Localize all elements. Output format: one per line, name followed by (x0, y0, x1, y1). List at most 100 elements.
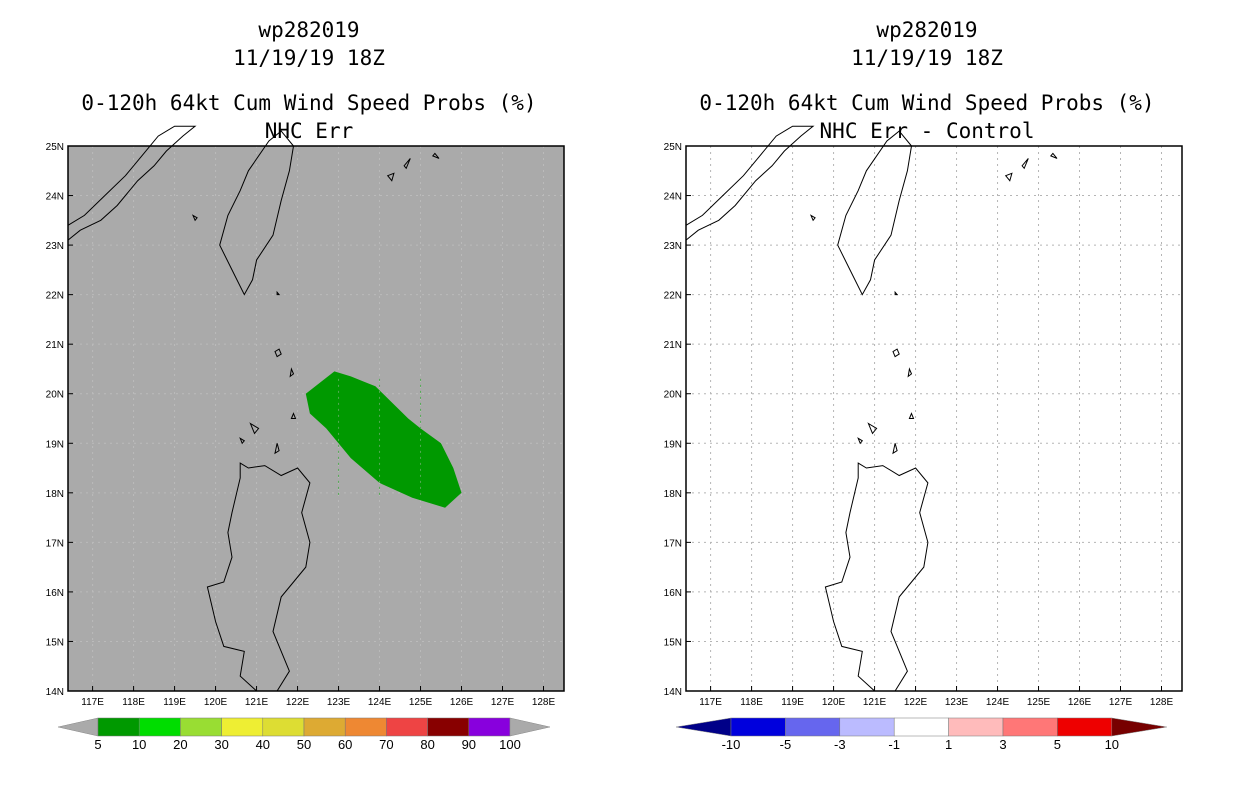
island-outline (249, 422, 260, 435)
lon-label: 124E (368, 697, 392, 708)
lat-label: 18N (664, 489, 682, 500)
right-colorbar: -10 -5 -3 -1 1 3 5 10 (675, 717, 1167, 752)
island-outline (809, 214, 816, 222)
colorbar-segment (730, 717, 786, 737)
colorbar-segment (893, 717, 949, 737)
island-outline (191, 214, 198, 222)
lon-label: 128E (532, 697, 556, 708)
left-axes: 25N 24N 23N 22N 21N 20N 19N 18N 17N 16N 15N 14N 117E… (46, 142, 565, 708)
luzon-outline (824, 462, 929, 692)
colorbar-label: -1 (888, 737, 900, 752)
island-outline (894, 290, 899, 296)
lat-label: 16N (46, 588, 64, 599)
lat-label: 14N (664, 687, 682, 698)
datetime: 11/19/19 18Z (851, 46, 1003, 70)
lat-label: 21N (664, 340, 682, 351)
lon-label: 119E (163, 697, 186, 708)
lat-label: 18N (46, 489, 64, 500)
lat-label: 20N (664, 390, 682, 401)
island-outline (1049, 152, 1058, 159)
colorbar-low-arrow (675, 717, 732, 737)
colorbar-label: -3 (834, 737, 846, 752)
island-outline (431, 152, 440, 159)
china-coastline (67, 125, 197, 241)
colorbar-label: 20 (173, 737, 187, 752)
lon-label: 119E (781, 697, 804, 708)
lon-label: 117E (81, 697, 104, 708)
lon-label: 121E (245, 697, 269, 708)
lon-label: 120E (204, 697, 228, 708)
colorbar-label: 5 (94, 737, 101, 752)
colorbar-label: 10 (132, 737, 146, 752)
lon-label: 125E (1027, 697, 1051, 708)
colorbar-segment (97, 717, 140, 737)
lat-label: 22N (46, 291, 64, 302)
colorbar-label: 3 (999, 737, 1006, 752)
colorbar-label: 40 (256, 737, 270, 752)
product-title: 0-120h 64kt Cum Wind Speed Probs (%) (699, 91, 1155, 115)
colorbar-label: 10 (1105, 737, 1119, 752)
colorbar-label: 80 (420, 737, 434, 752)
taiwan-outline (837, 130, 913, 296)
right-axes: 25N 24N 23N 22N 21N 20N 19N 18N 17N 16N 15N 14N 117E… (664, 142, 1183, 708)
lon-label: 118E (122, 697, 145, 708)
lon-label: 125E (409, 697, 433, 708)
lon-label: 122E (286, 697, 310, 708)
right-grid (686, 146, 1182, 691)
colorbar-label: -10 (722, 737, 741, 752)
island-outline (892, 443, 898, 455)
taiwan-outline (219, 130, 295, 296)
lon-label: 122E (904, 697, 928, 708)
colorbar-segment (344, 717, 387, 737)
lon-label: 117E (699, 697, 722, 708)
right-coastline (685, 125, 1058, 692)
lat-label: 15N (664, 637, 682, 648)
lat-label: 15N (46, 637, 64, 648)
left-panel: wp282019 11/19/19 18Z 0-120h 64kt Cum Wi… (46, 18, 565, 752)
colorbar-segment (785, 717, 841, 737)
plot-background (686, 146, 1182, 691)
colorbar-high-arrow (1111, 717, 1167, 737)
island-outline (867, 422, 878, 435)
colorbar-segment (427, 717, 470, 737)
island-outline (907, 367, 913, 378)
lat-label: 14N (46, 687, 64, 698)
colorbar-high-arrow (509, 717, 551, 737)
lat-label: 17N (46, 538, 64, 549)
datetime: 11/19/19 18Z (233, 46, 385, 70)
lon-label: 126E (450, 697, 474, 708)
island-outline (276, 290, 281, 296)
colorbar-segment (138, 717, 181, 737)
storm-id: wp282019 (876, 18, 978, 42)
colorbar-segment (1002, 717, 1058, 737)
island-outline (274, 348, 282, 358)
colorbar-segment (221, 717, 264, 737)
colorbar-segment (180, 717, 222, 737)
island-outline (892, 348, 900, 358)
probability-region (305, 371, 462, 508)
island-outline (857, 437, 864, 445)
right-panel: wp282019 11/19/19 18Z 0-120h 64kt Cum Wi… (618, 0, 1236, 800)
colorbar-segment (948, 717, 1004, 737)
left-prob-layer (305, 371, 462, 508)
colorbar-low-arrow (57, 717, 99, 737)
colorbar-segment (386, 717, 428, 737)
lon-label: 127E (1109, 697, 1133, 708)
subtitle: NHC Err (264, 119, 354, 143)
island-outline (290, 412, 297, 419)
lon-label: 128E (1150, 697, 1174, 708)
colorbar-label: 70 (379, 737, 393, 752)
left-map-svg: 25N 24N 23N 22N 21N 20N 19N 18N 17N 16N 15N 14N 117E… (46, 125, 565, 752)
colorbar-segment (303, 717, 346, 737)
island-outline (1021, 158, 1029, 170)
lat-label: 23N (664, 241, 682, 252)
lon-label: 121E (863, 697, 887, 708)
colorbar-label: -5 (780, 737, 792, 752)
left-colorbar: 5 10 20 30 40 50 60 70 80 90 100 (57, 717, 551, 752)
lon-label: 123E (945, 697, 969, 708)
lat-label: 16N (664, 588, 682, 599)
colorbar-segment (468, 717, 511, 737)
lon-label: 126E (1068, 697, 1092, 708)
lat-label: 20N (46, 390, 64, 401)
lat-label: 24N (46, 192, 64, 203)
